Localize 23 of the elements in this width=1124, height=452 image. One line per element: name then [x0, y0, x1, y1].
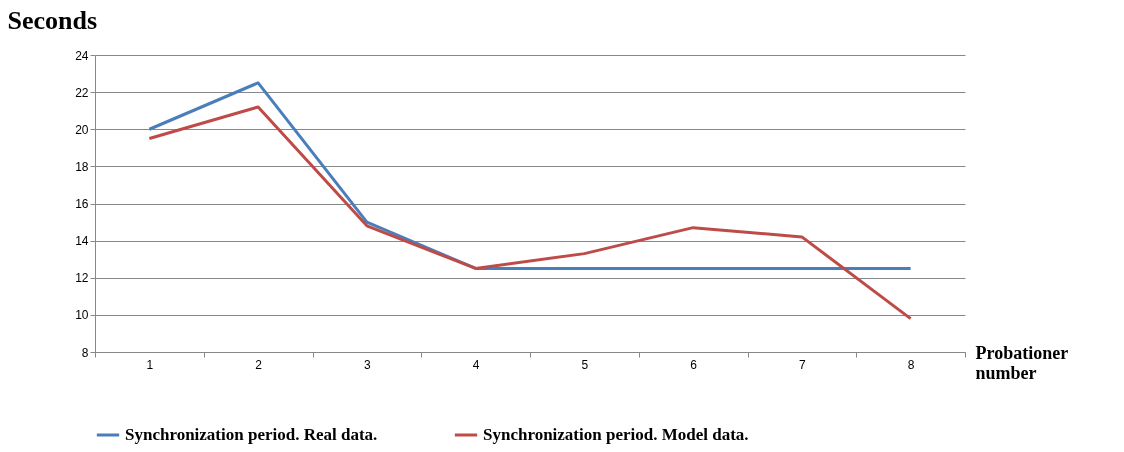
legend-label: Synchronization period. Real data.	[125, 425, 378, 444]
y-tick-label: 14	[75, 234, 89, 249]
x-tick-label: 5	[581, 357, 589, 372]
x-tick-label: 6	[690, 357, 698, 372]
x-tick-label: 3	[364, 357, 372, 372]
y-tick-label: 16	[75, 197, 89, 211]
x-tick-label: 1	[146, 357, 154, 372]
x-tick-label: 2	[255, 357, 263, 372]
y-tick-label: 22	[75, 85, 89, 100]
x-axis-title: Probationer number	[975, 342, 1069, 383]
y-tick-label: 24	[75, 48, 89, 63]
x-tick-label: 4	[472, 357, 480, 372]
x-tick-label: 7	[799, 357, 807, 372]
y-tick-label: 18	[75, 159, 89, 174]
x-tick-label: 8	[907, 357, 915, 372]
y-tick-label: 10	[75, 308, 89, 323]
y-tick-label: 8	[81, 345, 89, 360]
line-series	[147, 105, 913, 321]
y-axis-title: Seconds	[7, 5, 98, 35]
legend-label: Synchronization period. Model data.	[483, 425, 749, 444]
y-tick-label: 20	[75, 122, 89, 137]
line-series	[147, 81, 913, 270]
y-tick-label: 12	[75, 271, 89, 286]
